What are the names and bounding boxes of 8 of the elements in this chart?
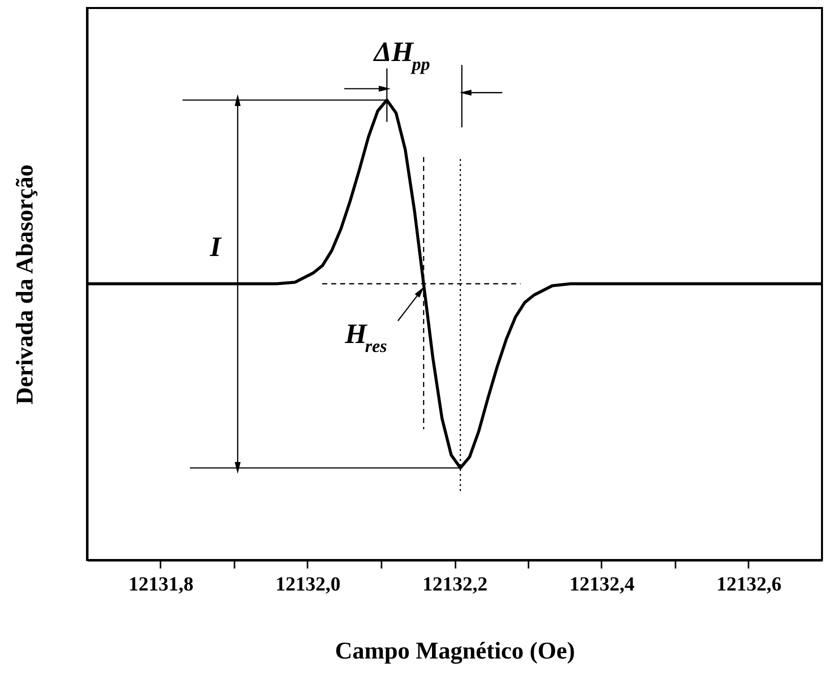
x-tick-label: 12132,4: [570, 574, 634, 596]
annotation: I: [209, 232, 222, 263]
x-tick-label: 12132,0: [276, 574, 340, 596]
x-tick-label: 12131,8: [128, 574, 194, 596]
y-axis-title: Derivada da Abasorção: [12, 164, 38, 404]
x-tick-label: 12132,6: [716, 574, 782, 596]
x-axis-title: Campo Magnético (Oe): [335, 638, 575, 664]
x-tick-label: 12132,2: [422, 574, 488, 596]
